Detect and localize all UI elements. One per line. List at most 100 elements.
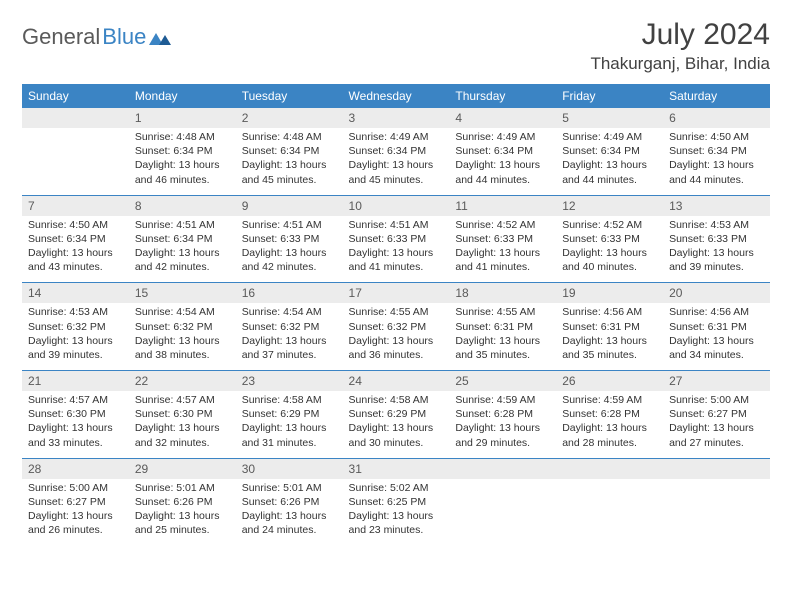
day-info: Sunrise: 4:51 AMSunset: 6:33 PMDaylight:… — [343, 216, 450, 283]
day-number: 14 — [22, 283, 129, 303]
day-number: 31 — [343, 459, 450, 479]
sunset-line: Sunset: 6:28 PM — [455, 407, 550, 421]
daylight-line: Daylight: 13 hours and 27 minutes. — [669, 421, 764, 449]
sunrise-line: Sunrise: 4:56 AM — [669, 305, 764, 319]
calendar-cell: 15Sunrise: 4:54 AMSunset: 6:32 PMDayligh… — [129, 283, 236, 371]
calendar-cell: 19 Sunrise: 4:56 AMSunset: 6:31 PMDayligh… — [556, 283, 663, 371]
sunrise-line: Sunrise: 4:54 AM — [242, 305, 337, 319]
sunset-line: Sunset: 6:34 PM — [28, 232, 123, 246]
day-info: Sunrise: 4:50 AMSunset: 6:34 PMDaylight:… — [22, 216, 129, 283]
calendar-row: 7Sunrise: 4:50 AMSunset: 6:34 PMDaylight… — [22, 195, 770, 283]
calendar-cell: 25Sunrise: 4:59 AMSunset: 6:28 PMDayligh… — [449, 371, 556, 459]
calendar-table: SundayMondayTuesdayWednesdayThursdayFrid… — [22, 84, 770, 545]
day-info: Sunrise: 4:50 AMSunset: 6:34 PMDaylight:… — [663, 128, 770, 195]
day-number: 24 — [343, 371, 450, 391]
sunset-line: Sunset: 6:34 PM — [135, 232, 230, 246]
daylight-line: Daylight: 13 hours and 30 minutes. — [349, 421, 444, 449]
daylight-line: Daylight: 13 hours and 39 minutes. — [28, 334, 123, 362]
sunset-line: Sunset: 6:29 PM — [349, 407, 444, 421]
sunrise-line: Sunrise: 4:48 AM — [242, 130, 337, 144]
sunrise-line: Sunrise: 4:56 AM — [562, 305, 657, 319]
day-number: 26 — [556, 371, 663, 391]
sunset-line: Sunset: 6:34 PM — [349, 144, 444, 158]
day-info: Sunrise: 5:02 AMSunset: 6:25 PMDaylight:… — [343, 479, 450, 546]
sunset-line: Sunset: 6:34 PM — [562, 144, 657, 158]
day-info: Sunrise: 4:52 AMSunset: 6:33 PMDaylight:… — [556, 216, 663, 283]
daylight-line: Daylight: 13 hours and 35 minutes. — [562, 334, 657, 362]
calendar-row: 21 Sunrise: 4:57 AMSunset: 6:30 PM Dayligh… — [22, 371, 770, 459]
sunset-line: Sunset: 6:32 PM — [242, 320, 337, 334]
calendar-cell: 7Sunrise: 4:50 AMSunset: 6:34 PMDaylight… — [22, 195, 129, 283]
sunrise-line: Sunrise: 4:55 AM — [349, 305, 444, 319]
sunrise-line: Sunrise: 4:58 AM — [242, 393, 337, 407]
calendar-cell: 10Sunrise: 4:51 AMSunset: 6:33 PMDayligh… — [343, 195, 450, 283]
day-number: 9 — [236, 196, 343, 216]
day-info: Sunrise: 5:00 AMSunset: 6:27 PMDaylight:… — [22, 479, 129, 546]
day-info: Sunrise: 4:59 AMSunset: 6:28 PMDaylight:… — [449, 391, 556, 458]
day-info: Sunrise: 4:56 AMSunset: 6:31 PMDaylight:… — [663, 303, 770, 370]
month-title: July 2024 — [590, 18, 770, 52]
sunset-line: Sunset: 6:25 PM — [349, 495, 444, 509]
sunset-line: Sunset: 6:26 PM — [135, 495, 230, 509]
day-number: 15 — [129, 283, 236, 303]
daylight-line: Daylight: 13 hours and 42 minutes. — [242, 246, 337, 274]
daylight-line: Daylight: 13 hours and 34 minutes. — [669, 334, 764, 362]
sunrise-line: Sunrise: 4:57 AM — [28, 393, 123, 407]
weekday-header: Wednesday — [343, 84, 450, 108]
daylight-line: Daylight: 13 hours and 24 minutes. — [242, 509, 337, 537]
calendar-row: 28Sunrise: 5:00 AMSunset: 6:27 PMDayligh… — [22, 458, 770, 545]
calendar-cell: 22Sunrise: 4:57 AMSunset: 6:30 PMDayligh… — [129, 371, 236, 459]
sunset-line: Sunset: 6:30 PM — [28, 407, 123, 421]
title-block: July 2024 Thakurganj, Bihar, India — [590, 18, 770, 74]
sunrise-line: Sunrise: 4:51 AM — [135, 218, 230, 232]
day-info: Sunrise: 4:49 AMSunset: 6:34 PMDaylight:… — [343, 128, 450, 195]
day-number: 4 — [449, 108, 556, 128]
calendar-cell: 14Sunrise: 4:53 AMSunset: 6:32 PMDayligh… — [22, 283, 129, 371]
calendar-cell: 30Sunrise: 5:01 AMSunset: 6:26 PMDayligh… — [236, 458, 343, 545]
calendar-cell: 2Sunrise: 4:48 AMSunset: 6:34 PMDaylight… — [236, 108, 343, 195]
logo-icon — [149, 29, 171, 45]
sunset-line: Sunset: 6:34 PM — [242, 144, 337, 158]
sunset-line: Sunset: 6:33 PM — [349, 232, 444, 246]
sunset-line: Sunset: 6:32 PM — [135, 320, 230, 334]
calendar-cell: 11Sunrise: 4:52 AMSunset: 6:33 PMDayligh… — [449, 195, 556, 283]
calendar-cell-empty — [556, 458, 663, 545]
day-number: 13 — [663, 196, 770, 216]
day-number: 30 — [236, 459, 343, 479]
calendar-cell: 13Sunrise: 4:53 AMSunset: 6:33 PMDayligh… — [663, 195, 770, 283]
day-number: 25 — [449, 371, 556, 391]
day-number: 8 — [129, 196, 236, 216]
day-info: Sunrise: 4:53 AMSunset: 6:32 PMDaylight:… — [22, 303, 129, 370]
daylight-line: Daylight: 13 hours and 25 minutes. — [135, 509, 230, 537]
calendar-cell: 20Sunrise: 4:56 AMSunset: 6:31 PMDayligh… — [663, 283, 770, 371]
sunrise-line: Sunrise: 4:53 AM — [28, 305, 123, 319]
daylight-line: Daylight: 13 hours and 38 minutes. — [135, 334, 230, 362]
day-info: Sunrise: 5:01 AMSunset: 6:26 PMDaylight:… — [236, 479, 343, 546]
location: Thakurganj, Bihar, India — [590, 54, 770, 74]
sunrise-line: Sunrise: 5:01 AM — [135, 481, 230, 495]
sunset-line: Sunset: 6:31 PM — [562, 320, 657, 334]
daylight-line: Daylight: 13 hours and 26 minutes. — [28, 509, 123, 537]
day-info: Sunrise: 4:55 AMSunset: 6:32 PMDaylight:… — [343, 303, 450, 370]
sunrise-line: Sunrise: 4:51 AM — [349, 218, 444, 232]
day-number: 19 — [556, 283, 663, 303]
sunset-line: Sunset: 6:33 PM — [455, 232, 550, 246]
sunrise-line: Sunrise: 4:58 AM — [349, 393, 444, 407]
daylight-line: Daylight: 13 hours and 41 minutes. — [349, 246, 444, 274]
sunrise-line: Sunrise: 4:53 AM — [669, 218, 764, 232]
sunset-line: Sunset: 6:33 PM — [562, 232, 657, 246]
calendar-cell: 26Sunrise: 4:59 AMSunset: 6:28 PMDayligh… — [556, 371, 663, 459]
day-number: 21 — [22, 371, 129, 391]
day-number: 18 — [449, 283, 556, 303]
sunset-line: Sunset: 6:26 PM — [242, 495, 337, 509]
daylight-line: Daylight: 13 hours and 35 minutes. — [455, 334, 550, 362]
day-number: 29 — [129, 459, 236, 479]
day-info: Sunrise: 4:52 AMSunset: 6:33 PMDaylight:… — [449, 216, 556, 283]
calendar-cell: 12Sunrise: 4:52 AMSunset: 6:33 PMDayligh… — [556, 195, 663, 283]
daylight-line: Daylight: 13 hours and 42 minutes. — [135, 246, 230, 274]
sunrise-line: Sunrise: 4:50 AM — [28, 218, 123, 232]
daylight-line: Daylight: 13 hours and 36 minutes. — [349, 334, 444, 362]
day-info: Sunrise: 4:54 AMSunset: 6:32 PMDaylight:… — [129, 303, 236, 370]
sunrise-line: Sunrise: 4:59 AM — [455, 393, 550, 407]
day-info: Sunrise: 4:58 AMSunset: 6:29 PMDaylight:… — [236, 391, 343, 458]
